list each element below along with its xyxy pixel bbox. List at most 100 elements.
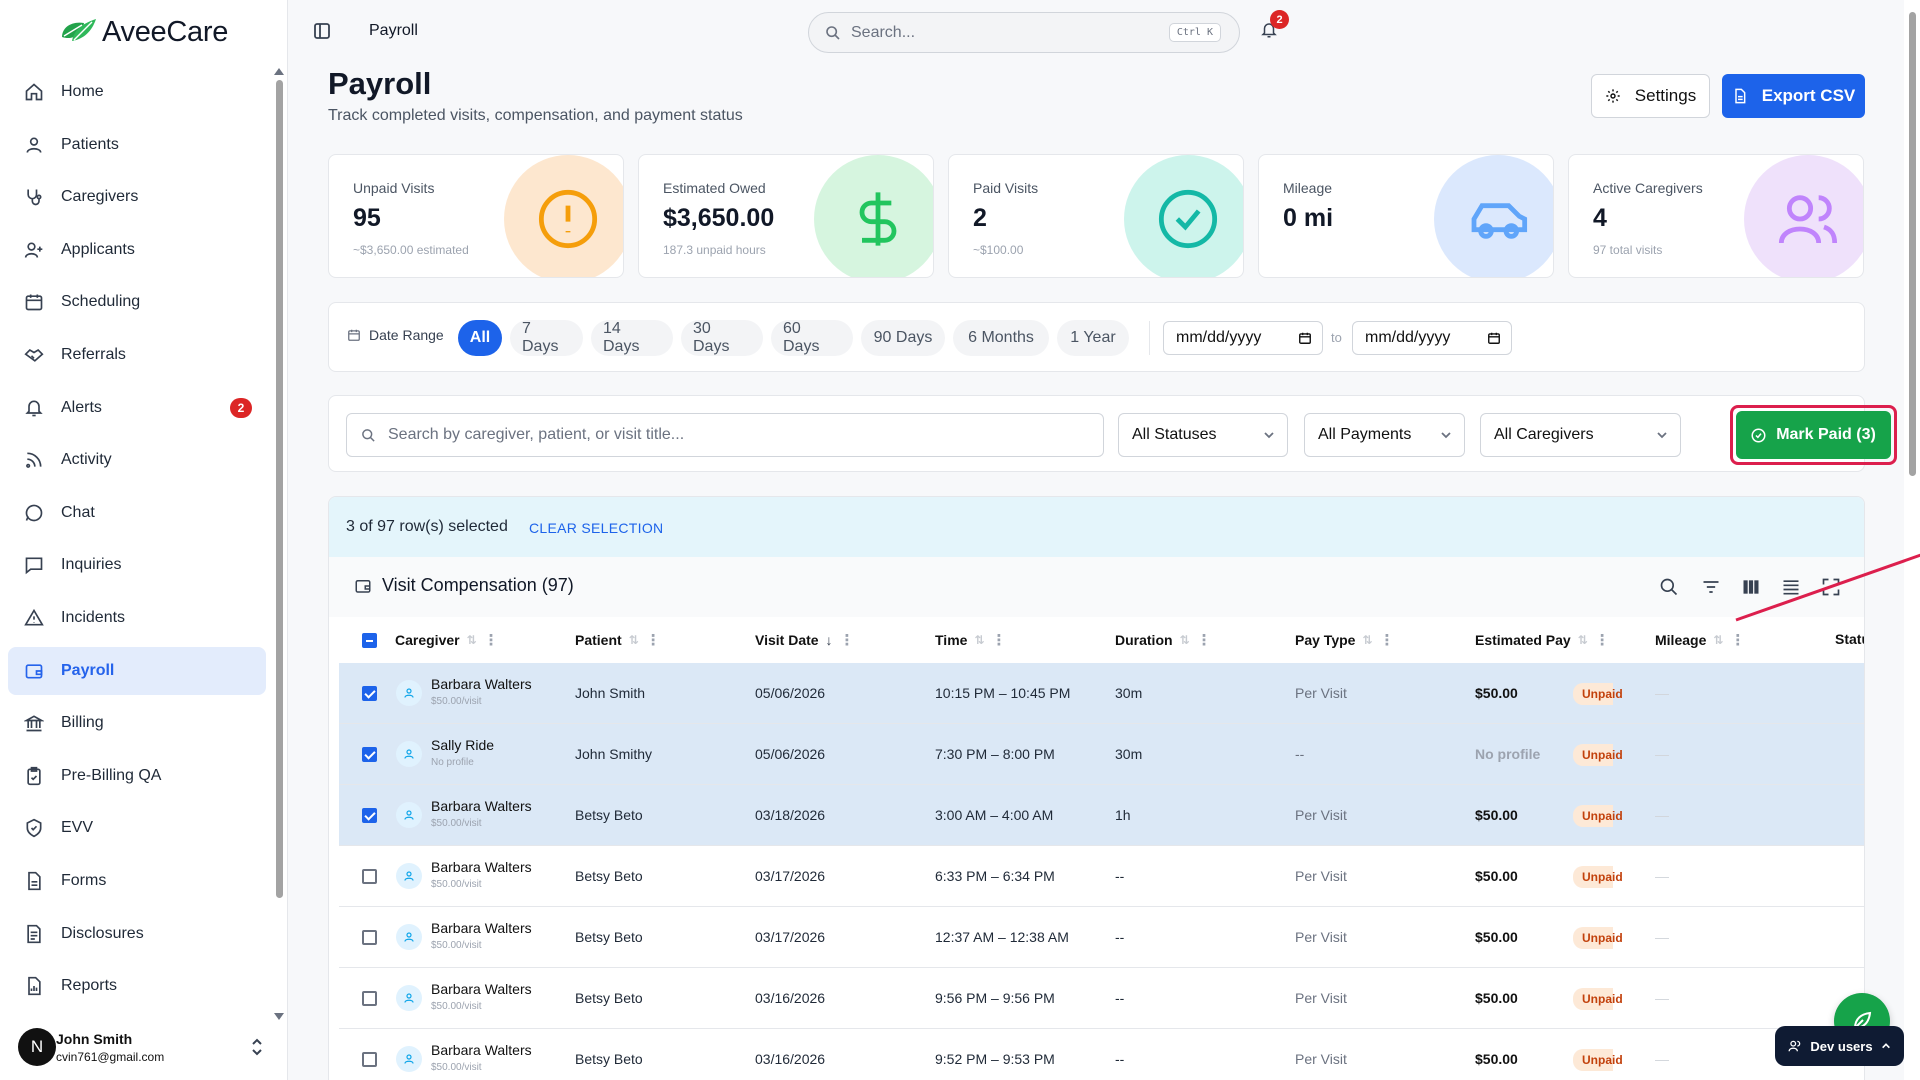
column-menu-icon[interactable]: ⋮ [1730, 632, 1745, 649]
sidebar-item-alerts[interactable]: Alerts 2 [8, 384, 266, 432]
table-row[interactable]: Barbara Walters $50.00/visit Betsy Beto … [339, 1029, 1864, 1080]
sidebar-item-scheduling[interactable]: Scheduling [8, 278, 266, 326]
date-to-input[interactable]: mm/dd/yyyy [1352, 321, 1512, 355]
row-checkbox[interactable] [362, 1052, 377, 1067]
column-menu-icon[interactable]: ⋮ [991, 632, 1007, 649]
range-option-30-days[interactable]: 30 Days [681, 320, 763, 356]
row-checkbox[interactable] [362, 869, 377, 884]
column-menu-icon[interactable]: ⋮ [645, 632, 661, 649]
columns-icon[interactable] [1741, 577, 1761, 597]
mark-paid-button[interactable]: Mark Paid (3) [1736, 411, 1891, 459]
sidebar-item-disclosures[interactable]: Disclosures [8, 910, 266, 958]
range-option-14-days[interactable]: 14 Days [591, 320, 673, 356]
column-menu-icon[interactable]: ⋮ [1379, 632, 1395, 649]
dev-users-button[interactable]: Dev users [1775, 1026, 1904, 1066]
range-option-1-year[interactable]: 1 Year [1057, 320, 1129, 356]
date-from-input[interactable]: mm/dd/yyyy [1163, 321, 1323, 355]
sidebar-item-chat[interactable]: Chat [8, 489, 266, 537]
search-icon[interactable] [1659, 577, 1679, 597]
range-option-60-days[interactable]: 60 Days [771, 320, 853, 356]
table-row[interactable]: Barbara Walters $50.00/visit Betsy Beto … [339, 846, 1864, 907]
sidebar-scrollbar[interactable] [273, 66, 285, 1020]
sort-icon[interactable]: ⇅ [1362, 633, 1373, 647]
column-header-pay-type[interactable]: Pay Type ⇅ ⋮ [1295, 631, 1395, 649]
sidebar-item-reports[interactable]: Reports [8, 962, 266, 1010]
row-checkbox[interactable] [362, 991, 377, 1006]
sort-icon[interactable]: ⇅ [1179, 633, 1190, 647]
mileage: — [1655, 868, 1669, 884]
clear-selection-button[interactable]: CLEAR SELECTION [529, 520, 664, 536]
global-search-input[interactable]: Search... Ctrl K [808, 12, 1240, 53]
sidebar-item-pre-billing-qa[interactable]: Pre-Billing QA [8, 752, 266, 800]
sidebar-item-applicants[interactable]: Applicants [8, 226, 266, 274]
sidebar-item-inquiries[interactable]: Inquiries [8, 541, 266, 589]
sidebar-item-patients[interactable]: Patients [8, 121, 266, 169]
caregiver-avatar-icon [396, 802, 422, 828]
table-row[interactable]: Sally Ride No profile John Smithy 05/06/… [339, 724, 1864, 785]
app-logo[interactable]: AveeCare [58, 14, 228, 50]
column-header-caregiver[interactable]: Caregiver ⇅ ⋮ [395, 631, 499, 649]
sidebar-item-forms[interactable]: Forms [8, 857, 266, 905]
export-csv-button[interactable]: Export CSV [1722, 74, 1865, 118]
density-icon[interactable] [1781, 577, 1801, 597]
filter-icon[interactable] [1701, 577, 1721, 597]
sidebar-item-payroll[interactable]: Payroll [8, 646, 266, 695]
sort-icon[interactable]: ⇅ [1713, 633, 1724, 647]
sidebar-item-incidents[interactable]: Incidents [8, 594, 266, 642]
sidebar-item-caregivers[interactable]: Caregivers [8, 173, 266, 221]
page-scroll-thumb[interactable] [1909, 12, 1916, 476]
caregiver-name: Sally Ride [431, 737, 495, 753]
sidebar-item-billing[interactable]: Billing [8, 699, 266, 747]
column-header-visit-date[interactable]: Visit Date ↓ ⋮ [755, 631, 855, 649]
range-option-6-months[interactable]: 6 Months [953, 320, 1049, 356]
stat-subtext: ~$100.00 [973, 243, 1024, 257]
sort-icon[interactable]: ⇅ [974, 633, 985, 647]
sidebar-item-activity[interactable]: Activity [8, 436, 266, 484]
column-menu-icon[interactable]: ⋮ [483, 632, 499, 649]
table-row[interactable]: Barbara Walters $50.00/visit Betsy Beto … [339, 785, 1864, 846]
sidebar-item-evv[interactable]: EVV [8, 804, 266, 852]
row-checkbox[interactable] [362, 808, 377, 823]
table-row[interactable]: Barbara Walters $50.00/visit Betsy Beto … [339, 968, 1864, 1029]
table-row[interactable]: Barbara Walters $50.00/visit John Smith … [339, 663, 1864, 724]
sort-icon[interactable]: ⇅ [1577, 633, 1588, 647]
sort-desc-icon[interactable]: ↓ [825, 632, 833, 648]
caregivers-select[interactable]: All Caregivers [1480, 413, 1681, 457]
select-all-checkbox[interactable] [362, 633, 377, 648]
column-header-mileage[interactable]: Mileage ⇅ ⋮ [1655, 631, 1745, 649]
range-option-7-days[interactable]: 7 Days [510, 320, 583, 356]
payments-select[interactable]: All Payments [1304, 413, 1465, 457]
sidebar-item-referrals[interactable]: Referrals [8, 331, 266, 379]
column-header-duration[interactable]: Duration ⇅ ⋮ [1115, 631, 1212, 649]
sidebar-item-home[interactable]: Home [8, 68, 266, 116]
column-menu-icon[interactable]: ⋮ [1196, 632, 1212, 649]
column-header-time[interactable]: Time ⇅ ⋮ [935, 631, 1007, 649]
scroll-up-arrow-icon[interactable] [274, 68, 284, 75]
sort-icon[interactable]: ⇅ [466, 633, 477, 647]
calendar-icon[interactable] [1487, 331, 1501, 345]
sidebar-toggle-icon[interactable] [313, 22, 331, 40]
column-menu-icon[interactable]: ⋮ [839, 632, 855, 649]
column-header-status[interactable]: Status [1835, 631, 1864, 647]
column-header-estimated-pay[interactable]: Estimated Pay ⇅ ⋮ [1475, 631, 1610, 649]
scroll-down-arrow-icon[interactable] [274, 1013, 284, 1020]
page-scrollbar[interactable] [1904, 0, 1920, 1080]
sidebar-scroll-thumb[interactable] [276, 80, 283, 898]
calendar-icon[interactable] [1298, 331, 1312, 345]
user-menu[interactable]: N John Smith cvin761@gmail.com [18, 1022, 272, 1072]
column-header-patient[interactable]: Patient ⇅ ⋮ [575, 631, 661, 649]
table-title: Visit Compensation (97) [354, 575, 574, 596]
range-option-90-days[interactable]: 90 Days [861, 320, 945, 356]
table-row[interactable]: Barbara Walters $50.00/visit Betsy Beto … [339, 907, 1864, 968]
row-checkbox[interactable] [362, 686, 377, 701]
visit-search-input[interactable]: Search by caregiver, patient, or visit t… [346, 413, 1104, 457]
row-checkbox[interactable] [362, 930, 377, 945]
column-menu-icon[interactable]: ⋮ [1594, 632, 1610, 649]
range-option-all[interactable]: All [458, 320, 502, 356]
row-checkbox[interactable] [362, 747, 377, 762]
sort-icon[interactable]: ⇅ [628, 633, 639, 647]
status-select[interactable]: All Statuses [1118, 413, 1288, 457]
settings-button[interactable]: Settings [1591, 74, 1710, 118]
fullscreen-icon[interactable] [1821, 577, 1841, 597]
caregiver-avatar-icon [396, 1046, 422, 1072]
